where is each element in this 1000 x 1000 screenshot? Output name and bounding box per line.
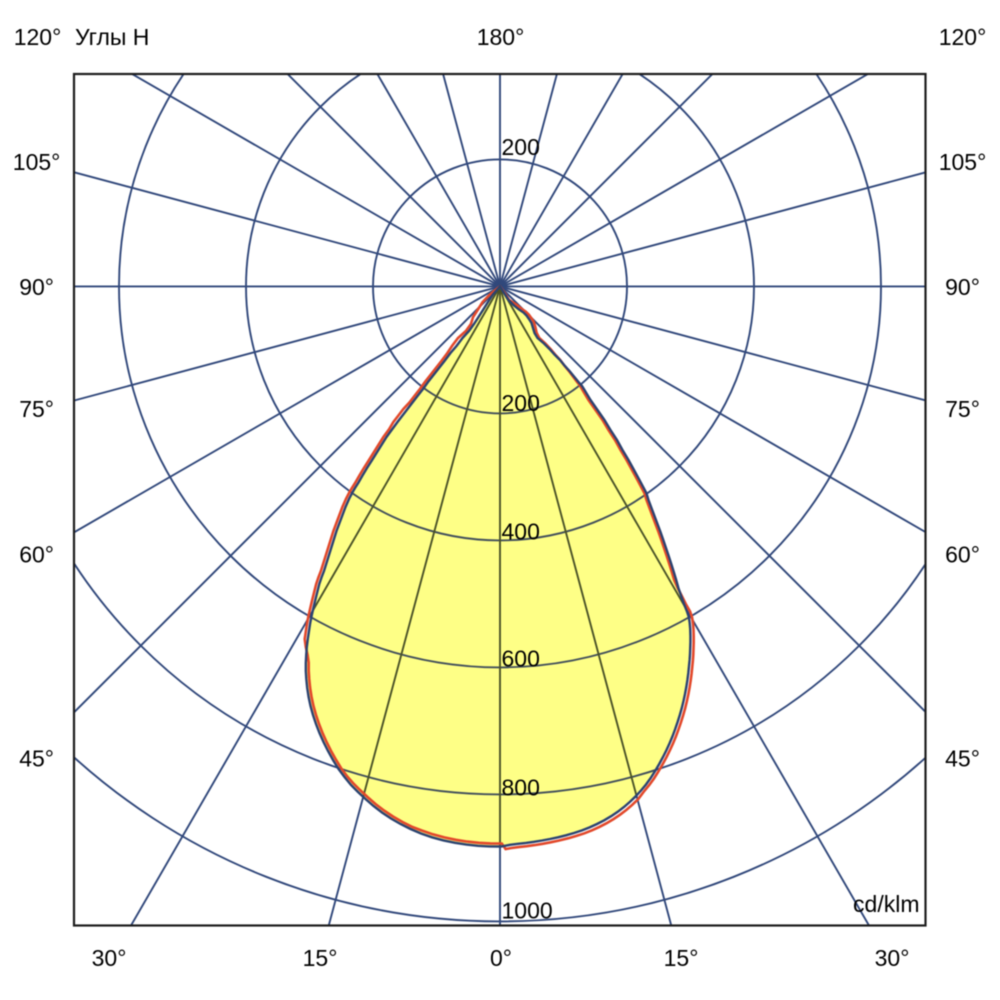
svg-text:200: 200 bbox=[502, 390, 540, 416]
svg-text:105°: 105° bbox=[939, 149, 987, 175]
svg-text:cd/klm: cd/klm bbox=[853, 891, 919, 917]
svg-text:15°: 15° bbox=[303, 945, 338, 971]
svg-text:180°: 180° bbox=[477, 24, 525, 50]
svg-text:90°: 90° bbox=[945, 274, 980, 300]
svg-text:60°: 60° bbox=[945, 542, 980, 568]
svg-text:90°: 90° bbox=[19, 274, 54, 300]
svg-text:Углы H: Углы H bbox=[75, 24, 149, 50]
svg-text:75°: 75° bbox=[19, 396, 54, 422]
svg-text:400: 400 bbox=[502, 519, 540, 545]
svg-text:15°: 15° bbox=[664, 945, 699, 971]
svg-text:800: 800 bbox=[502, 774, 540, 800]
svg-text:30°: 30° bbox=[875, 945, 910, 971]
svg-text:30°: 30° bbox=[92, 945, 127, 971]
svg-text:60°: 60° bbox=[19, 542, 54, 568]
svg-text:0°: 0° bbox=[490, 945, 512, 971]
svg-text:45°: 45° bbox=[19, 746, 54, 772]
svg-text:120°: 120° bbox=[939, 24, 987, 50]
svg-text:45°: 45° bbox=[945, 746, 980, 772]
svg-text:200: 200 bbox=[502, 134, 540, 160]
svg-text:1000: 1000 bbox=[502, 898, 553, 924]
svg-text:75°: 75° bbox=[945, 396, 980, 422]
svg-text:105°: 105° bbox=[13, 149, 61, 175]
svg-text:600: 600 bbox=[502, 645, 540, 671]
svg-text:120°: 120° bbox=[14, 24, 62, 50]
